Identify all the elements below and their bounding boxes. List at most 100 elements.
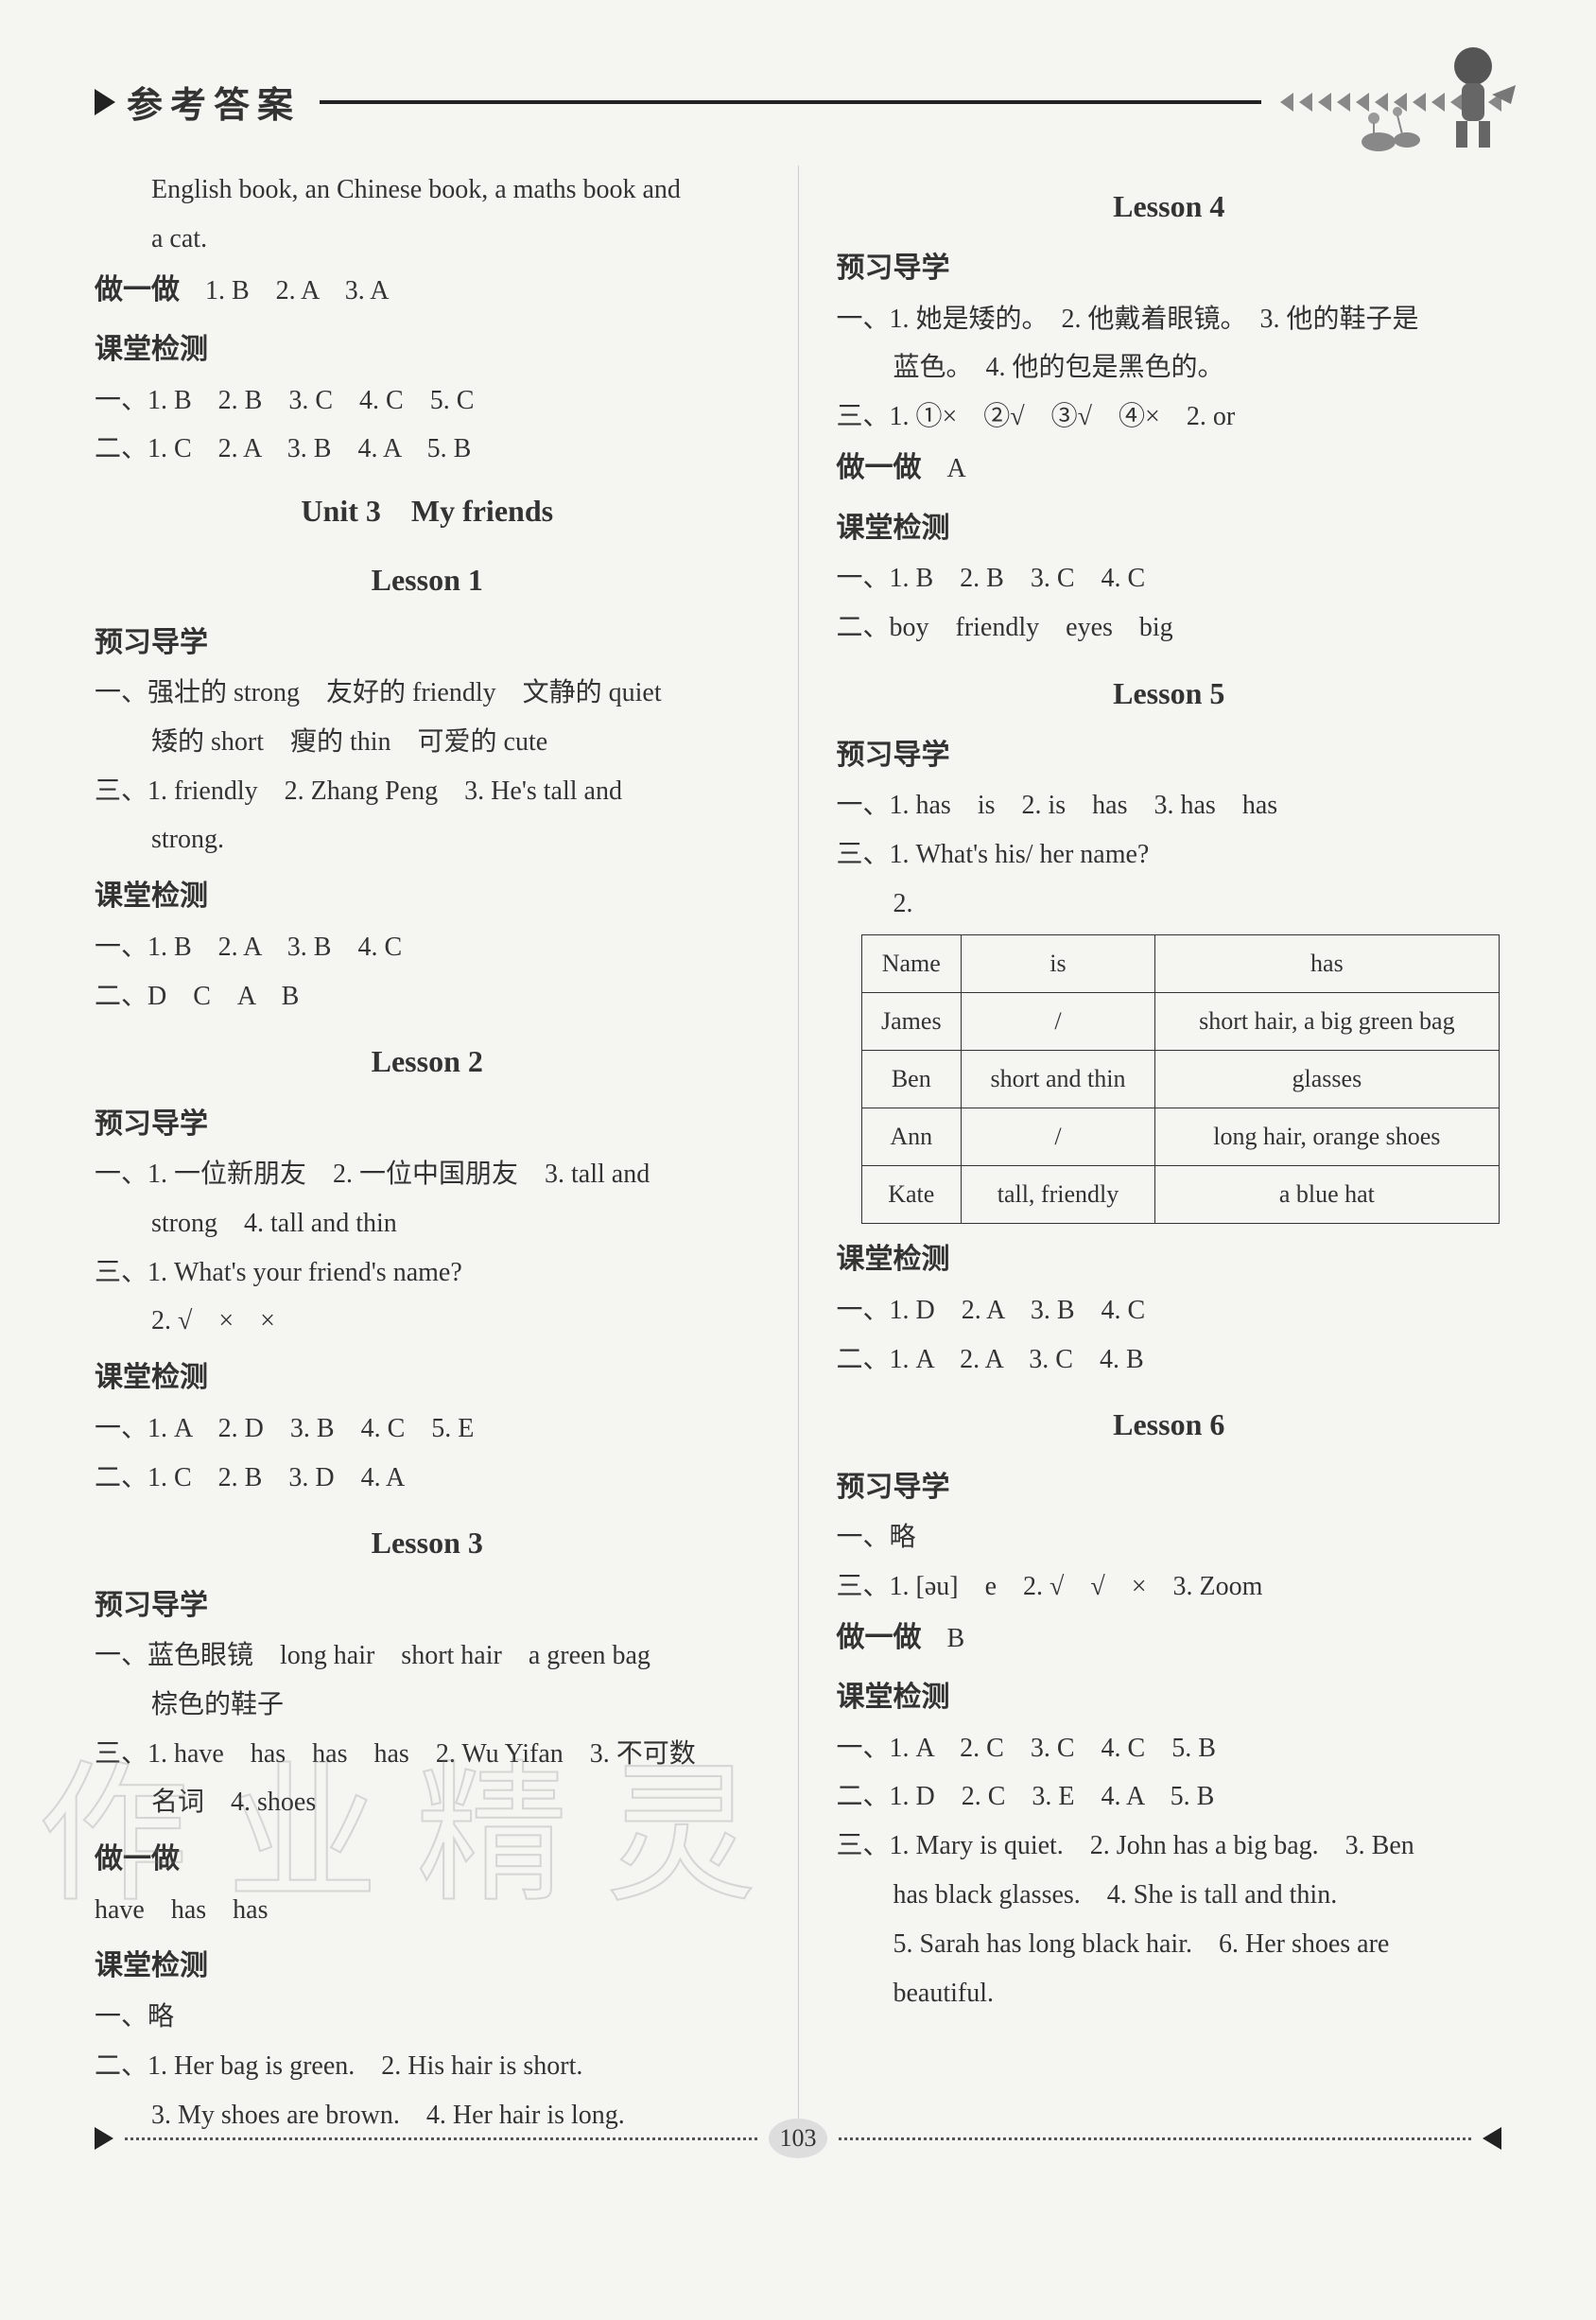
table-cell: long hair, orange shoes [1154,1108,1499,1166]
footer-dots [839,2137,1471,2140]
table-cell: Ann [861,1108,962,1166]
table-header: has [1154,934,1499,992]
lesson-heading: Lesson 5 [837,666,1502,722]
answer-line: 一、1. B 2. A 3. B 4. C [95,923,760,972]
lesson-heading: Lesson 4 [837,179,1502,235]
page-header: 参考答案 [95,76,1501,128]
header-title: 参考答案 [127,76,301,128]
answer-text: A [947,454,966,483]
footer-dots [125,2137,757,2140]
section-heading: 课堂检测 [95,1352,760,1404]
table-cell: a blue hat [1154,1166,1499,1224]
intro-line: a cat. [95,215,760,264]
answer-line: has black glasses. 4. She is tall and th… [837,1871,1502,1920]
answer-line: 一、1. 一位新朋友 2. 一位中国朋友 3. tall and [95,1150,760,1199]
answer-line: 2. √ × × [95,1297,760,1346]
section-heading: 预习导学 [95,1579,760,1632]
answer-line: 二、1. C 2. A 3. B 4. A 5. B [95,425,760,474]
answer-line: 一、1. A 2. C 3. C 4. C 5. B [837,1724,1502,1773]
answer-line: 三、1. Mary is quiet. 2. John has a big ba… [837,1822,1502,1871]
section-heading: 做一做 [95,274,180,305]
lesson-heading: Lesson 3 [95,1515,760,1571]
section-heading: 预习导学 [837,242,1502,295]
table-row: James / short hair, a big green bag [861,992,1499,1050]
answer-line: 三、1. What's your friend's name? [95,1248,760,1298]
section-heading: 预习导学 [837,729,1502,782]
answer-line: 三、1. have has has has 2. Wu Yifan 3. 不可数 [95,1730,760,1779]
answer-line: 一、1. has is 2. is has 3. has has [837,781,1502,830]
table-cell: Ben [861,1050,962,1108]
section-heading: 预习导学 [95,1098,760,1151]
answer-line: strong. [95,815,760,864]
content-columns: English book, an Chinese book, a maths b… [95,166,1501,2139]
answer-line: 三、1. ①× ②√ ③√ ④× 2. or [837,392,1502,442]
answer-line: 一、蓝色眼镜 long hair short hair a green bag [95,1631,760,1681]
page-container: 参考答案 English book, an Chinese book, a ma… [0,0,1596,2196]
header-rule [320,100,1261,104]
header-illustration-icon [1350,38,1520,161]
page-footer: 103 [95,2119,1501,2158]
answer-line: 2. [837,880,1502,929]
table-cell: / [962,1108,1155,1166]
answer-text: 1. B 2. A 3. A [205,276,389,305]
table-cell: short and thin [962,1050,1155,1108]
footer-left-triangle-icon [95,2127,113,2150]
answer-line: 三、1. [əu] e 2. √ √ × 3. Zoom [837,1562,1502,1612]
answer-line: 一、略 [95,1993,760,2042]
table-header: Name [861,934,962,992]
answer-text: B [947,1624,965,1653]
answer-line: 一、1. 她是矮的。 2. 他戴着眼镜。 3. 他的鞋子是 [837,295,1502,344]
footer-right-triangle-icon [1483,2127,1501,2150]
answer-line: 一、1. D 2. A 3. B 4. C [837,1286,1502,1335]
lesson-heading: Lesson 2 [95,1034,760,1090]
table-row: Name is has [861,934,1499,992]
table-cell: Kate [861,1166,962,1224]
section-heading: 做一做 [837,452,922,483]
answer-line: 二、1. D 2. C 3. E 4. A 5. B [837,1772,1502,1822]
answer-line: beautiful. [837,1969,1502,2018]
answer-line: 二、1. C 2. B 3. D 4. A [95,1454,760,1503]
answer-line: 矮的 short 瘦的 thin 可爱的 cute [95,718,760,767]
table-cell: short hair, a big green bag [1154,992,1499,1050]
section-heading: 课堂检测 [95,870,760,923]
intro-line: English book, an Chinese book, a maths b… [95,166,760,215]
answer-line: 蓝色。 4. 他的包是黑色的。 [837,343,1502,392]
table-cell: James [861,992,962,1050]
lesson-heading: Lesson 6 [837,1397,1502,1453]
table-row: Ben short and thin glasses [861,1050,1499,1108]
section-heading: 课堂检测 [95,1940,760,1993]
table-cell: / [962,992,1155,1050]
section-heading: 做一做 [95,1833,760,1886]
section-heading: 预习导学 [837,1461,1502,1514]
answer-line: 名词 4. shoes [95,1778,760,1827]
answer-line: 二、1. A 2. A 3. C 4. B [837,1335,1502,1385]
right-column: Lesson 4 预习导学 一、1. 她是矮的。 2. 他戴着眼镜。 3. 他的… [837,166,1502,2139]
table-header: is [962,934,1155,992]
page-number: 103 [769,2119,827,2158]
answer-line: 5. Sarah has long black hair. 6. Her sho… [837,1920,1502,1969]
answer-line: 棕色的鞋子 [95,1681,760,1730]
answer-line: 二、1. Her bag is green. 2. His hair is sh… [95,2042,760,2091]
answer-line: 二、D C A B [95,972,760,1021]
header-triangle-icon [95,89,115,115]
left-column: English book, an Chinese book, a maths b… [95,166,760,2139]
answer-line: 一、1. A 2. D 3. B 4. C 5. E [95,1404,760,1454]
lesson-heading: Lesson 1 [95,552,760,608]
answer-line: strong 4. tall and thin [95,1199,760,1248]
answer-line: 一、1. B 2. B 3. C 4. C 5. C [95,376,760,426]
answer-line: 一、1. B 2. B 3. C 4. C [837,554,1502,603]
table-cell: tall, friendly [962,1166,1155,1224]
answer-line: 一、略 [837,1513,1502,1562]
column-divider [798,166,799,2139]
lesson5-table: Name is has James / short hair, a big gr… [861,934,1500,1224]
answer-line: 二、boy friendly eyes big [837,603,1502,653]
section-heading: 课堂检测 [95,323,760,376]
unit-heading: Unit 3 My friends [95,483,760,539]
section-heading: 课堂检测 [837,502,1502,555]
section-heading: 做一做 [837,1622,922,1653]
answer-line: 三、1. friendly 2. Zhang Peng 3. He's tall… [95,767,760,816]
answer-line: 一、强壮的 strong 友好的 friendly 文静的 quiet [95,669,760,718]
table-row: Ann / long hair, orange shoes [861,1108,1499,1166]
answer-line: 三、1. What's his/ her name? [837,830,1502,880]
section-heading: 课堂检测 [837,1671,1502,1724]
